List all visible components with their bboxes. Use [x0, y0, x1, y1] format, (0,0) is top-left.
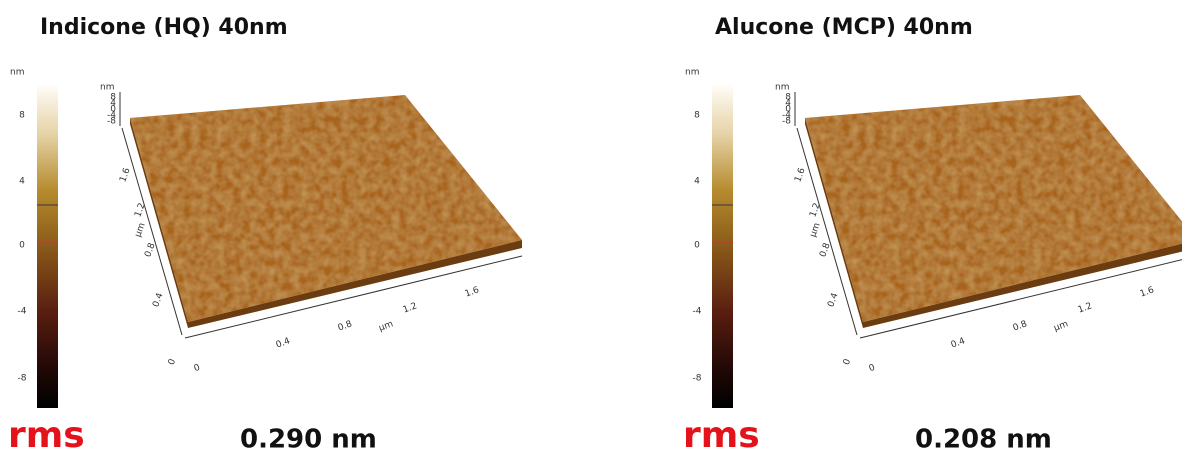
color-bar-tick: -8 — [18, 374, 27, 384]
color-bar-tick: 4 — [694, 177, 700, 187]
x-axis-tick: 1.6 — [1139, 285, 1156, 299]
color-bar-unit: nm — [10, 68, 24, 78]
x-axis-tick: 0 — [193, 363, 202, 374]
y-axis-tick: 1.2 — [133, 202, 147, 219]
panel-title: Indicone (HQ) 40nm — [40, 15, 288, 40]
afm-surface — [805, 95, 1182, 322]
x-axis-tick: 1.6 — [464, 285, 481, 299]
z-axis-unit: nm — [100, 83, 114, 93]
rms-value: 0.208 nm — [915, 425, 1052, 455]
y-axis-tick: 0 — [167, 358, 178, 367]
x-axis-tick: 0.4 — [275, 336, 292, 350]
z-axis-unit: nm — [775, 83, 789, 93]
afm-panel: Indicone (HQ) 40nmnm840-4-8nm840-4-800.4… — [8, 15, 522, 456]
color-bar-unit: nm — [685, 68, 699, 78]
z-axis-tick: -8 — [782, 117, 791, 127]
panel-title: Alucone (MCP) 40nm — [715, 15, 973, 40]
rms-label: rms — [8, 415, 85, 456]
x-axis-unit: μm — [1053, 319, 1070, 333]
y-axis-tick: 0.4 — [826, 291, 840, 308]
color-bar-tick: -8 — [693, 374, 702, 384]
y-axis-tick: 0.4 — [151, 291, 165, 308]
figure: Indicone (HQ) 40nm nm 8 4 0 -4 -8 nm 8 4 0 -4 -8 0 0.4… — [0, 0, 1182, 461]
color-bar-tick: -4 — [693, 307, 702, 317]
afm-panel: Alucone (MCP) 40nmnm840-4-8nm840-4-800.4… — [683, 15, 1182, 456]
x-axis-tick: 0.4 — [950, 336, 967, 350]
afm-surface — [130, 95, 522, 322]
x-axis-tick: 1.2 — [1077, 301, 1094, 315]
x-axis-tick: 0.8 — [1012, 319, 1029, 333]
color-bar — [37, 85, 58, 408]
color-bar-tick: 4 — [19, 177, 25, 187]
y-axis-tick: 1.2 — [808, 202, 822, 219]
y-axis-tick: 1.6 — [793, 166, 807, 183]
x-axis-tick: 0 — [868, 363, 877, 374]
y-axis-tick: 0 — [842, 358, 853, 367]
rms-value: 0.290 nm — [240, 425, 377, 455]
y-axis-unit: μm — [133, 222, 147, 239]
x-axis-tick: 1.2 — [402, 301, 419, 315]
color-bar-tick: 8 — [694, 111, 700, 121]
x-axis-tick: 0.8 — [337, 319, 354, 333]
y-axis-tick: 1.6 — [118, 166, 132, 183]
color-bar-tick: 8 — [19, 111, 25, 121]
color-bar — [712, 85, 733, 408]
color-bar-tick: 0 — [19, 241, 25, 251]
rms-label: rms — [683, 415, 760, 456]
y-axis-unit: μm — [808, 222, 822, 239]
z-axis-tick: -8 — [107, 117, 116, 127]
x-axis-unit: μm — [378, 319, 395, 333]
color-bar-tick: -4 — [18, 307, 27, 317]
color-bar-tick: 0 — [694, 241, 700, 251]
